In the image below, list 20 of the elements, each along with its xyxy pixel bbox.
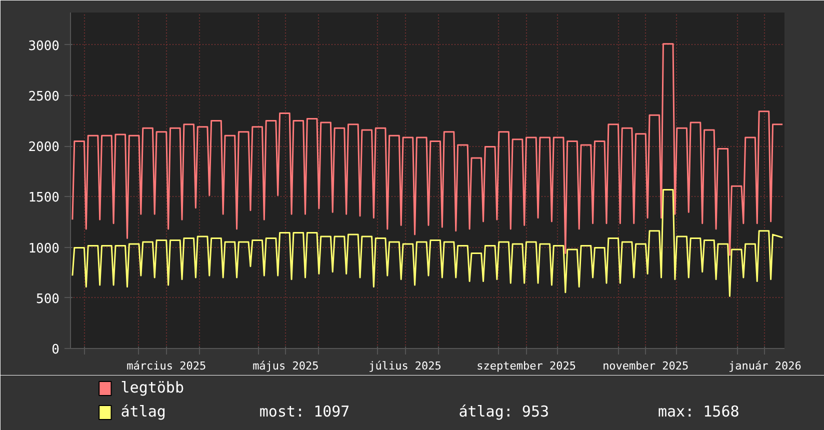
- x-tick-label: november 2025: [602, 360, 689, 372]
- x-tick-label: március 2025: [126, 360, 206, 372]
- text: most: 1097: [259, 402, 350, 420]
- y-tick-label: 1500: [28, 190, 60, 206]
- text: átlag: 953: [458, 402, 550, 420]
- y-tick-label: 2500: [28, 89, 60, 104]
- line-series: [72, 189, 784, 297]
- text: max: 1568: [658, 402, 740, 420]
- legend-label: átlag: [120, 402, 166, 420]
- line-series: [72, 43, 784, 256]
- y-tick-label: 2000: [28, 140, 60, 156]
- x-tick-label: szeptember 2025: [476, 360, 576, 372]
- y-tick-label: 1000: [28, 241, 60, 256]
- y-tick-label: 0: [52, 342, 60, 358]
- legend-label: legtöbb: [120, 378, 184, 396]
- y-tick-label: 3000: [28, 38, 60, 54]
- y-tick-label: 500: [36, 292, 60, 307]
- x-tick-label: január 2026: [728, 360, 802, 372]
- x-tick-label: május 2025: [252, 360, 319, 372]
- x-tick-label: július 2025: [368, 360, 442, 372]
